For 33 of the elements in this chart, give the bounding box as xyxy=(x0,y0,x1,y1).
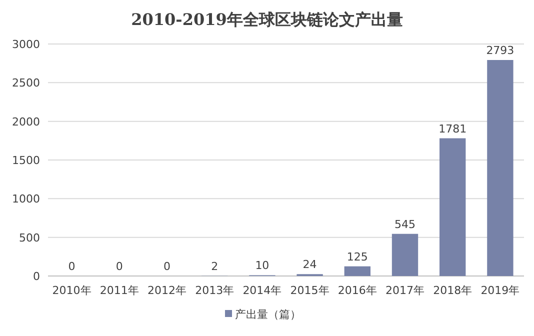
bar xyxy=(487,60,514,276)
data-label: 545 xyxy=(394,218,416,231)
x-tick-label: 2014年 xyxy=(242,284,282,297)
y-tick-label: 2500 xyxy=(12,76,40,90)
x-tick-label: 2012年 xyxy=(148,284,186,297)
y-tick-label: 500 xyxy=(19,231,40,244)
data-label: 0 xyxy=(116,260,123,273)
y-tick-label: 0 xyxy=(33,270,40,283)
x-tick-label: 2018年 xyxy=(433,284,472,297)
data-label: 24 xyxy=(302,258,317,272)
bar xyxy=(392,234,418,276)
data-label: 10 xyxy=(255,259,270,272)
chart-title: 2010-2019年全球区块链论文产出量 xyxy=(131,10,403,29)
y-tick-label: 1500 xyxy=(12,154,40,167)
x-tick-label: 2015年 xyxy=(290,284,330,297)
x-tick-label: 2016年 xyxy=(338,284,377,297)
bar xyxy=(344,266,370,276)
data-label: 2 xyxy=(211,260,218,273)
data-label: 0 xyxy=(68,260,76,273)
data-label: 1781 xyxy=(438,122,467,136)
y-tick-label: 1000 xyxy=(12,192,40,206)
x-tick-label: 2013年 xyxy=(195,284,234,297)
x-tick-label: 2010年 xyxy=(52,284,92,297)
x-tick-label: 2019年 xyxy=(480,284,520,297)
x-tick-label: 2011年 xyxy=(100,284,139,297)
y-tick-label: 2000 xyxy=(12,115,40,128)
data-label: 2793 xyxy=(486,44,514,58)
y-tick-label: 3000 xyxy=(12,38,40,51)
legend-label: 产出量（篇） xyxy=(235,308,301,321)
data-label: 125 xyxy=(346,250,368,264)
x-tick-label: 2017年 xyxy=(386,284,424,297)
bar xyxy=(440,138,466,276)
data-label: 0 xyxy=(164,260,170,273)
